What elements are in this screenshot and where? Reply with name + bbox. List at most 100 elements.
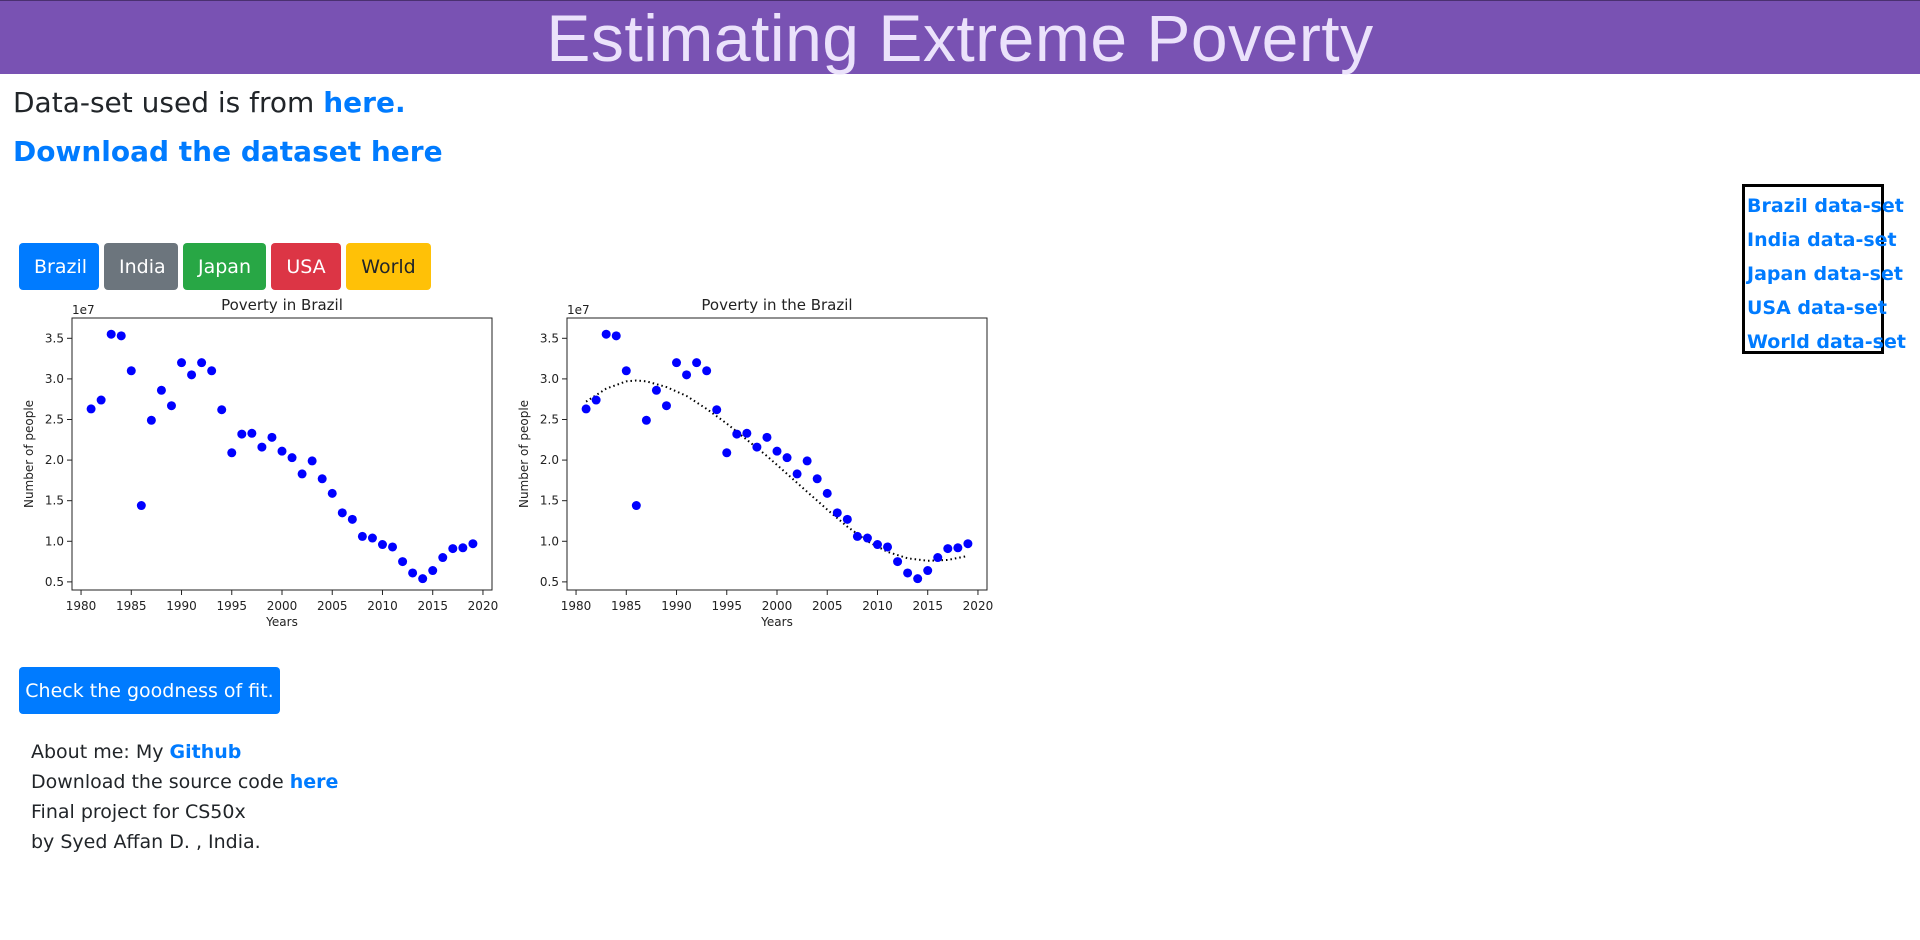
data-point (86, 404, 96, 414)
data-point (237, 429, 247, 439)
data-point (672, 358, 682, 368)
chart-title: Poverty in the Brazil (701, 296, 852, 314)
download-line: Download the dataset here (13, 135, 443, 168)
y-tick-label: 2.0 (540, 453, 559, 467)
data-point (227, 448, 237, 458)
fit-curve (585, 379, 969, 562)
data-point (136, 501, 146, 511)
data-point (357, 531, 367, 541)
data-point (337, 508, 347, 518)
data-point (197, 358, 207, 368)
brazil-dataset-link[interactable]: Brazil data-set (1747, 195, 1904, 217)
y-scale-label: 1e7 (72, 303, 95, 317)
data-point (458, 543, 468, 553)
data-point (116, 331, 126, 341)
x-tick-label: 2020 (468, 599, 499, 613)
tab-india[interactable]: India (104, 243, 178, 290)
data-point (468, 539, 478, 549)
data-point (752, 442, 762, 452)
data-point (418, 574, 428, 584)
fit-chart: Poverty in the Brazil 1e7 1980 1985 1990 1995… (515, 292, 995, 636)
x-tick-label: 2005 (317, 599, 348, 613)
x-tick-label: 2000 (267, 599, 298, 613)
x-tick-label: 1995 (216, 599, 247, 613)
source-link[interactable]: here. (323, 86, 406, 119)
world-dataset-link[interactable]: World data-set (1747, 331, 1906, 353)
data-point (448, 544, 458, 554)
data-point (287, 453, 297, 463)
data-point (762, 432, 772, 442)
y-tick-label: 3.5 (45, 331, 64, 345)
footer: About me: My Github Download the source … (31, 737, 338, 857)
x-tick-label: 2015 (912, 599, 943, 613)
tab-world[interactable]: World (346, 243, 431, 290)
data-point (782, 453, 792, 463)
dataset-links-box: Brazil data-set India data-set Japan dat… (1742, 184, 1906, 354)
data-point (682, 370, 692, 380)
data-point (347, 514, 357, 524)
data-point (398, 557, 408, 567)
download-dataset-link[interactable]: Download the dataset here (13, 135, 443, 168)
data-point (247, 428, 257, 438)
data-point (812, 474, 822, 484)
github-link[interactable]: Github (169, 741, 242, 763)
data-point (883, 542, 893, 552)
data-point (428, 566, 438, 576)
data-point (792, 469, 802, 479)
data-point (712, 405, 722, 415)
data-point (772, 446, 782, 456)
data-point (317, 474, 327, 484)
data-point (872, 540, 882, 550)
x-tick-label: 1985 (611, 599, 642, 613)
x-tick-label: 1995 (711, 599, 742, 613)
data-point (388, 542, 398, 552)
data-point (408, 568, 418, 578)
data-point (631, 501, 641, 511)
y-tick-label: 1.5 (45, 494, 64, 508)
source-code-prefix: Download the source code (31, 771, 290, 793)
author-line: by Syed Affan D. , India. (31, 831, 261, 853)
data-point (187, 370, 197, 380)
data-point (702, 366, 712, 376)
data-point (217, 405, 227, 415)
tab-brazil[interactable]: Brazil (19, 243, 99, 290)
data-point (166, 401, 176, 411)
data-point (297, 469, 307, 479)
source-prefix: Data-set used is from (13, 86, 324, 119)
data-point (963, 539, 973, 549)
data-point (641, 415, 651, 425)
usa-dataset-link[interactable]: USA data-set (1747, 297, 1887, 319)
data-point (862, 533, 872, 543)
page-title: Estimating Extreme Poverty (546, 0, 1374, 75)
scatter-chart-svg: Poverty in Brazil 1e7 1980 1985 1990 1995 2000… (22, 296, 499, 629)
goodness-of-fit-button[interactable]: Check the goodness of fit. (19, 667, 280, 714)
data-point (257, 442, 267, 452)
india-dataset-link[interactable]: India data-set (1747, 229, 1897, 251)
x-tick-label: 2015 (417, 599, 448, 613)
data-point (327, 488, 337, 498)
tab-japan[interactable]: Japan (183, 243, 266, 290)
data-point (438, 553, 448, 563)
data-point (126, 366, 136, 376)
data-point (661, 401, 671, 411)
data-point (207, 366, 217, 376)
y-tick-label: 2.0 (45, 453, 64, 467)
about-line: About me: My Github (31, 737, 338, 767)
data-point (106, 329, 116, 339)
data-point (953, 543, 963, 553)
y-tick-label: 1.0 (540, 534, 559, 548)
data-point (367, 533, 377, 543)
x-axis-label: Years (760, 615, 793, 629)
tab-usa[interactable]: USA (271, 243, 341, 290)
data-point (591, 395, 601, 405)
x-tick-label: 1980 (561, 599, 592, 613)
x-tick-label: 1980 (66, 599, 97, 613)
y-tick-label: 3.0 (540, 372, 559, 386)
chart-title: Poverty in Brazil (221, 296, 343, 314)
data-point (852, 531, 862, 541)
japan-dataset-link[interactable]: Japan data-set (1747, 263, 1903, 285)
fit-chart-svg: Poverty in the Brazil 1e7 1980 1985 1990 1995… (517, 296, 993, 629)
data-point (742, 428, 752, 438)
source-code-link[interactable]: here (289, 771, 339, 793)
data-point (933, 553, 943, 563)
